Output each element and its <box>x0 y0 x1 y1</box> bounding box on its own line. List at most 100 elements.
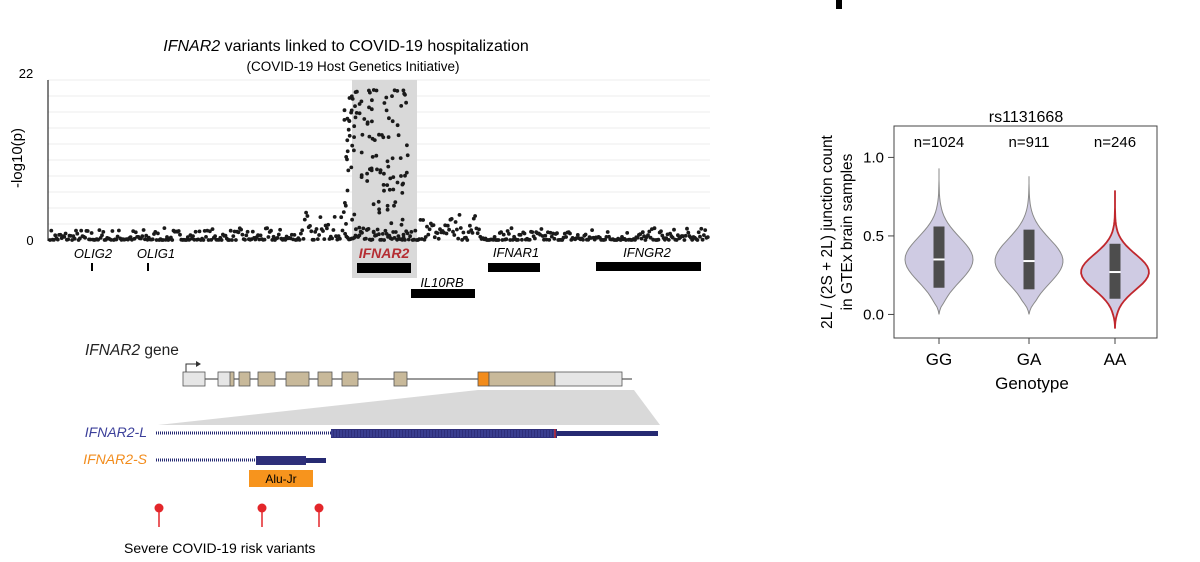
manhattan-point <box>396 234 401 239</box>
manhattan-point <box>400 191 405 195</box>
manhattan-point <box>432 235 437 240</box>
manhattan-point <box>178 232 182 237</box>
manhattan-point <box>370 119 374 124</box>
manhattan-point <box>452 233 457 237</box>
manhattan-point <box>347 133 352 138</box>
violin-category-label: GG <box>926 350 952 369</box>
manhattan-point <box>378 168 383 173</box>
isoform-l-exon <box>331 429 557 438</box>
exon-5 <box>285 371 310 387</box>
manhattan-point <box>318 215 323 220</box>
manhattan-point <box>72 236 77 241</box>
manhattan-point <box>345 138 350 143</box>
manhattan-point <box>643 238 648 242</box>
manhattan-point <box>385 183 390 188</box>
isoform-l-label: IFNAR2-L <box>85 424 147 440</box>
manhattan-point <box>352 124 357 129</box>
manhattan-point <box>676 233 680 238</box>
manhattan-point <box>357 111 362 116</box>
manhattan-point <box>406 237 411 242</box>
manhattan-point <box>390 119 395 124</box>
violin-title: rs1131668 <box>989 109 1064 126</box>
manhattan-point <box>325 226 329 231</box>
manhattan-point <box>302 217 307 222</box>
manhattan-point <box>79 228 84 233</box>
exon-7 <box>341 371 359 387</box>
manhattan-point <box>456 236 461 241</box>
manhattan-point <box>413 228 418 233</box>
exon-utr-5 <box>182 371 206 387</box>
manhattan-point <box>114 237 119 242</box>
violin-y-ticks: 0.0 0.5 1.0 <box>863 149 894 323</box>
manhattan-point <box>210 227 215 232</box>
manhattan-point <box>365 228 369 232</box>
manhattan-point <box>365 122 370 126</box>
gene-model-panel: IFNAR2 gene IFNAR2-L IFNAR2-S <box>83 342 660 556</box>
manhattan-title-gene: IFNAR2 <box>163 38 220 55</box>
violin-panel: rs1131668 2L / (2S + 2L) junction count … <box>819 109 1158 393</box>
manhattan-point <box>201 238 206 242</box>
manhattan-point <box>170 238 175 242</box>
manhattan-point <box>349 108 354 113</box>
manhattan-point <box>353 104 357 108</box>
manhattan-point <box>516 238 520 242</box>
manhattan-title: IFNAR2 variants linked to COVID-19 hospi… <box>163 38 529 55</box>
manhattan-point <box>447 227 451 232</box>
isoform-s-tail <box>306 458 326 463</box>
manhattan-point <box>382 238 386 242</box>
manhattan-point <box>656 237 661 242</box>
isoform-l-texture <box>331 429 556 438</box>
manhattan-point <box>390 156 395 161</box>
violin-category-label: GA <box>1017 350 1042 369</box>
manhattan-point <box>690 238 695 242</box>
manhattan-point <box>368 167 372 172</box>
manhattan-point <box>581 237 585 242</box>
manhattan-point <box>244 233 249 238</box>
manhattan-point <box>564 235 568 239</box>
manhattan-point <box>223 233 228 238</box>
gene-label-il10rb: IL10RB <box>420 275 464 290</box>
manhattan-point <box>505 229 510 233</box>
manhattan-point <box>369 107 374 112</box>
exon-utr-3 <box>554 371 623 387</box>
manhattan-point <box>332 215 337 219</box>
manhattan-point <box>115 234 120 239</box>
manhattan-point <box>702 233 706 238</box>
tss-arrow-icon <box>185 363 198 372</box>
gene-bar-ifnar1 <box>488 263 540 272</box>
manhattan-point <box>132 236 137 241</box>
manhattan-point <box>425 224 429 229</box>
manhattan-point <box>317 233 321 237</box>
manhattan-point <box>66 237 71 242</box>
violin-box-gg <box>933 226 945 288</box>
manhattan-point <box>453 220 458 224</box>
manhattan-point <box>334 234 338 239</box>
manhattan-point <box>314 227 319 231</box>
manhattan-point <box>568 231 572 236</box>
violin-category-label: AA <box>1104 350 1127 369</box>
manhattan-point <box>423 235 428 239</box>
manhattan-point <box>391 230 396 234</box>
manhattan-point <box>682 238 687 242</box>
manhattan-point <box>405 153 410 158</box>
manhattan-point <box>698 234 702 239</box>
manhattan-point <box>522 231 527 236</box>
manhattan-point <box>78 236 82 241</box>
manhattan-point <box>338 236 342 241</box>
manhattan-point <box>377 210 382 215</box>
manhattan-point <box>370 155 375 159</box>
violin-y-tick-label: 0.0 <box>863 306 884 323</box>
manhattan-point <box>391 187 396 192</box>
manhattan-point <box>304 210 308 215</box>
manhattan-point <box>380 232 385 236</box>
manhattan-point <box>321 229 325 233</box>
manhattan-points <box>48 88 710 242</box>
manhattan-point <box>391 175 396 180</box>
manhattan-point <box>648 235 653 240</box>
manhattan-point <box>197 229 202 234</box>
violin-y-tick-label: 1.0 <box>863 149 884 166</box>
manhattan-point <box>431 223 436 228</box>
manhattan-point <box>361 226 366 231</box>
manhattan-point <box>395 180 400 185</box>
manhattan-point <box>705 235 710 240</box>
